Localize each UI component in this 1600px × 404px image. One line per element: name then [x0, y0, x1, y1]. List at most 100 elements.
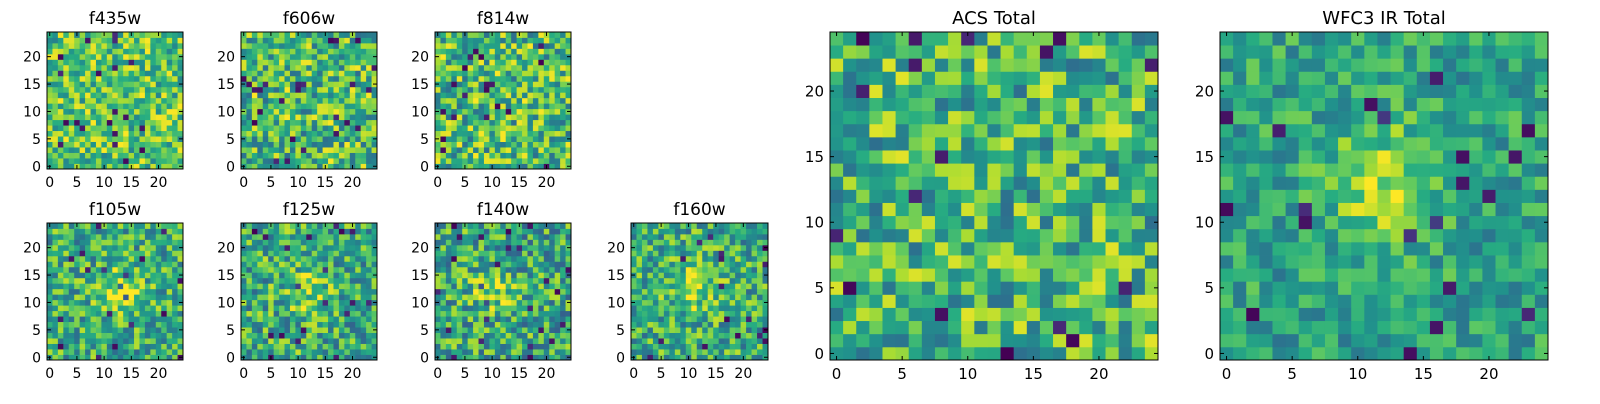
heatmap-cell	[489, 316, 495, 322]
heatmap-cell	[366, 333, 372, 339]
heatmap-cell	[647, 322, 653, 328]
heatmap-cell	[252, 256, 258, 262]
heatmap-cell	[47, 153, 53, 159]
heatmap-cell	[555, 98, 561, 104]
heatmap-cell	[112, 43, 118, 49]
heatmap-cell	[658, 250, 664, 256]
heatmap-cell	[511, 250, 517, 256]
heatmap-cell	[134, 87, 140, 93]
heatmap-cell	[129, 125, 135, 131]
heatmap-cell	[107, 223, 113, 229]
heatmap-cell	[241, 87, 247, 93]
x-tick-label: 20	[150, 175, 168, 191]
heatmap-cell	[355, 294, 361, 300]
heatmap-cell	[156, 245, 162, 251]
heatmap-cell	[69, 37, 75, 43]
heatmap-cell	[713, 300, 719, 306]
heatmap-cell	[719, 333, 725, 339]
heatmap-cell	[843, 294, 857, 308]
heatmap-cell	[58, 294, 64, 300]
heatmap-cell	[555, 333, 561, 339]
heatmap-cell	[74, 37, 80, 43]
heatmap-cell	[161, 32, 167, 38]
heatmap-cell	[538, 250, 544, 256]
heatmap-cell	[500, 48, 506, 54]
heatmap-cell	[735, 223, 741, 229]
heatmap-cell	[500, 228, 506, 234]
heatmap-cell	[268, 228, 274, 234]
heatmap-cell	[257, 349, 263, 355]
heatmap-cell	[241, 239, 247, 245]
heatmap-cell	[843, 176, 857, 190]
heatmap-cell	[484, 158, 490, 164]
heatmap-cell	[279, 278, 285, 284]
heatmap-cell	[167, 158, 173, 164]
heatmap-cell	[323, 158, 329, 164]
heatmap-cell	[752, 338, 758, 344]
heatmap-cell	[74, 114, 80, 120]
heatmap-cell	[708, 333, 714, 339]
heatmap-cell	[489, 65, 495, 71]
heatmap-cell	[468, 338, 474, 344]
heatmap-cell	[312, 59, 318, 65]
heatmap-cell	[555, 256, 561, 262]
heatmap-cell	[274, 267, 280, 273]
heatmap-cell	[544, 142, 550, 148]
heatmap-cell	[730, 256, 736, 262]
heatmap-cell	[366, 98, 372, 104]
heatmap-cell	[708, 283, 714, 289]
heatmap-cell	[161, 294, 167, 300]
heatmap-cell	[538, 103, 544, 109]
heatmap-cell	[161, 305, 167, 311]
heatmap-cell	[252, 158, 258, 164]
heatmap-cell	[555, 87, 561, 93]
heatmap-cell	[63, 333, 69, 339]
heatmap-cell	[869, 255, 883, 269]
heatmap-cell	[150, 109, 156, 115]
heatmap-cell	[91, 48, 97, 54]
heatmap-cell	[1119, 229, 1133, 243]
heatmap-cell	[724, 234, 730, 240]
x-tick-label: 15	[510, 175, 528, 191]
heatmap-cell	[935, 268, 949, 282]
heatmap-cell	[112, 344, 118, 350]
heatmap-cell	[91, 103, 97, 109]
heatmap-cell	[719, 305, 725, 311]
heatmap-cell	[74, 70, 80, 76]
heatmap-cell	[664, 289, 670, 295]
heatmap-cell	[366, 338, 372, 344]
heatmap-cell	[295, 322, 301, 328]
heatmap-cell	[96, 158, 102, 164]
heatmap-cell	[74, 153, 80, 159]
heatmap-cell	[290, 344, 296, 350]
heatmap-cell	[290, 311, 296, 317]
heatmap-cell	[1040, 294, 1054, 308]
heatmap-cell	[344, 153, 350, 159]
heatmap-cell	[533, 142, 539, 148]
heatmap-cell	[544, 245, 550, 251]
heatmap-cell	[323, 305, 329, 311]
heatmap-cell	[295, 92, 301, 98]
heatmap-cell	[74, 87, 80, 93]
heatmap-cell	[150, 294, 156, 300]
heatmap-cell	[150, 147, 156, 153]
heatmap-cell	[555, 228, 561, 234]
heatmap-cell	[306, 344, 312, 350]
heatmap-cell	[1079, 176, 1093, 190]
heatmap-cell	[719, 250, 725, 256]
heatmap-cell	[80, 120, 86, 126]
heatmap-cell	[74, 228, 80, 234]
heatmap-cell	[317, 76, 323, 82]
heatmap-cell	[719, 316, 725, 322]
heatmap-cell	[80, 158, 86, 164]
heatmap-cell	[139, 228, 145, 234]
heatmap-cell	[495, 223, 501, 229]
heatmap-cell	[123, 272, 129, 278]
heatmap-cell	[361, 305, 367, 311]
heatmap-cell	[323, 256, 329, 262]
heatmap-cell	[112, 158, 118, 164]
heatmap-cell	[274, 92, 280, 98]
heatmap-cell	[355, 349, 361, 355]
heatmap-cell	[719, 239, 725, 245]
heatmap-cell	[1092, 216, 1106, 230]
